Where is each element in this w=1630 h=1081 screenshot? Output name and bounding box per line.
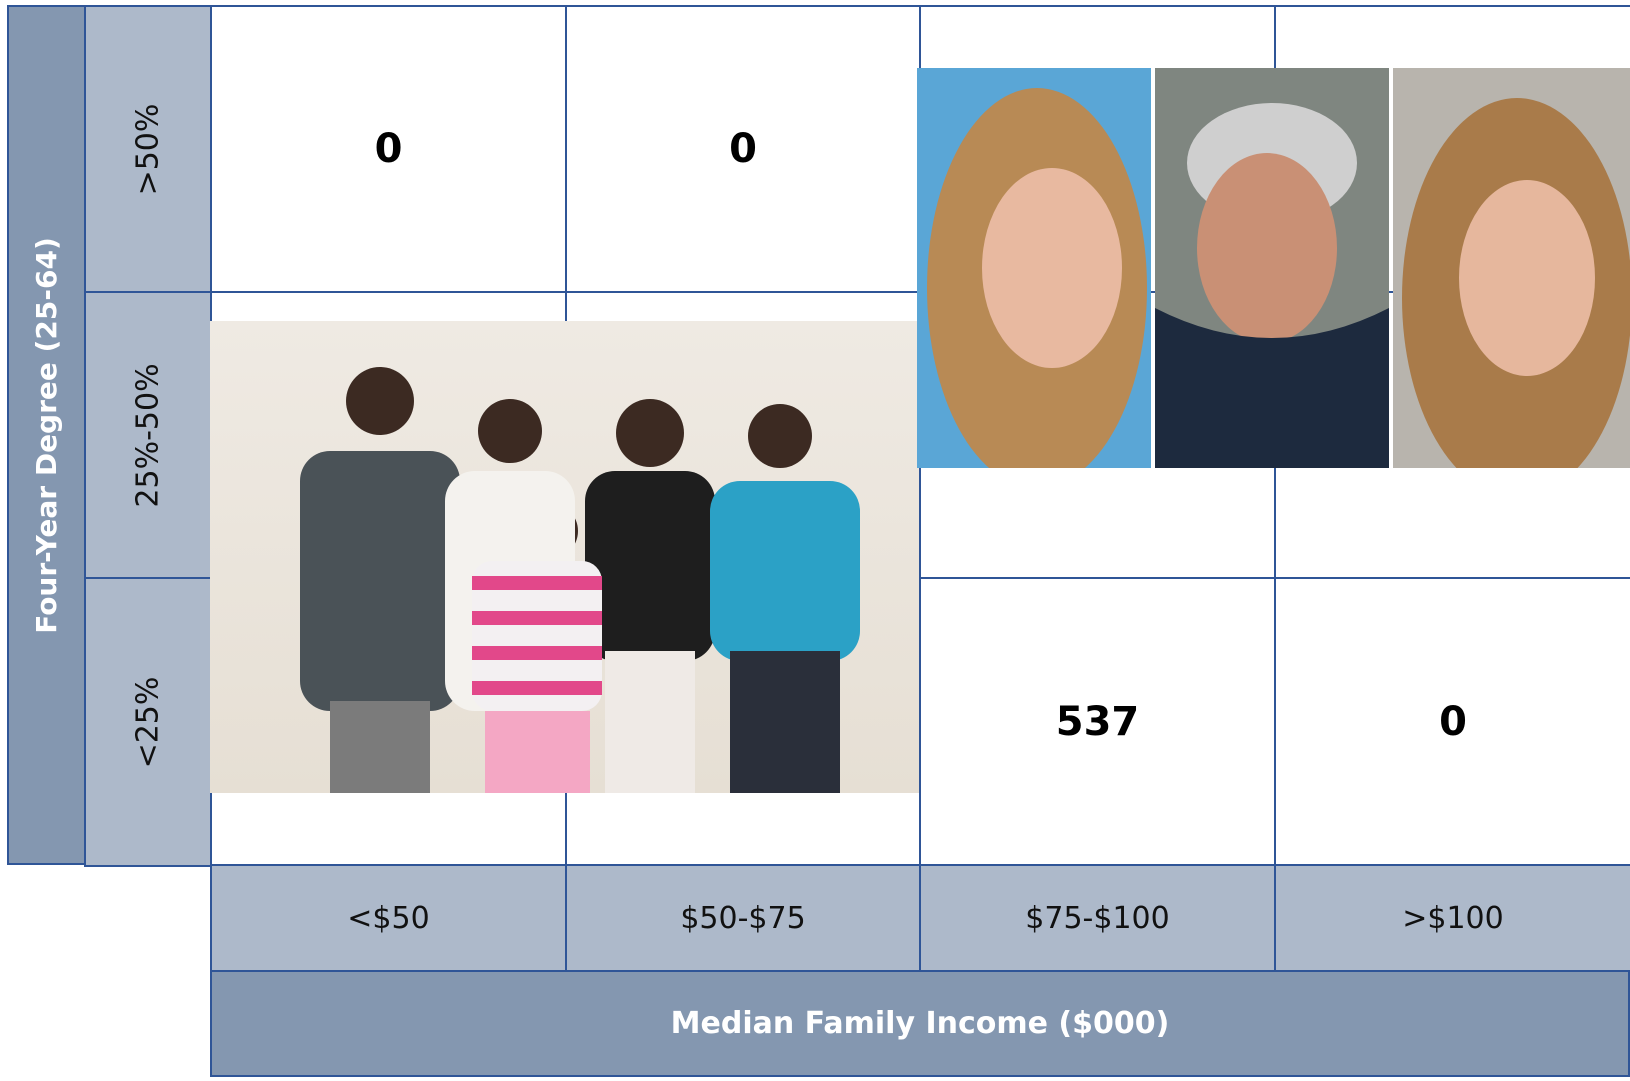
cell: 537 bbox=[919, 577, 1276, 867]
y-axis-title: Four-Year Degree (25-64) bbox=[30, 236, 63, 634]
cell-text: 537 bbox=[1055, 699, 1140, 745]
x-axis-panel: Median Family Income ($000) bbox=[210, 970, 1630, 1077]
row-label: <25% bbox=[84, 577, 212, 867]
column-label: <$50 bbox=[210, 864, 567, 972]
column-label-text: $50-$75 bbox=[680, 900, 806, 936]
column-label: >$100 bbox=[1274, 864, 1630, 972]
cell: 0 bbox=[210, 5, 567, 293]
cell: 0 bbox=[1274, 577, 1630, 867]
column-label-text: >$100 bbox=[1402, 900, 1504, 936]
cell-text: 0 bbox=[374, 126, 403, 172]
column-label: $50-$75 bbox=[565, 864, 921, 972]
column-label-text: $75-$100 bbox=[1025, 900, 1170, 936]
row-label: 25%-50% bbox=[84, 291, 212, 579]
column-label: $75-$100 bbox=[919, 864, 1276, 972]
row-label-text: >50% bbox=[130, 103, 166, 195]
portraits-illustration bbox=[917, 68, 1630, 468]
family-illustration bbox=[300, 367, 860, 793]
row-label: >50% bbox=[84, 5, 212, 293]
family-photo bbox=[210, 321, 919, 793]
row-label-text: <25% bbox=[130, 676, 166, 768]
cell-text: 0 bbox=[1439, 699, 1467, 745]
cell-text: 0 bbox=[729, 126, 757, 172]
x-axis-title: Median Family Income ($000) bbox=[670, 1006, 1170, 1041]
row-label-text: 25%-50% bbox=[130, 362, 166, 508]
column-label-text: <$50 bbox=[347, 900, 430, 936]
cell: 0 bbox=[565, 5, 921, 293]
y-axis-panel: Four-Year Degree (25-64) bbox=[7, 5, 86, 865]
portraits bbox=[917, 68, 1630, 468]
